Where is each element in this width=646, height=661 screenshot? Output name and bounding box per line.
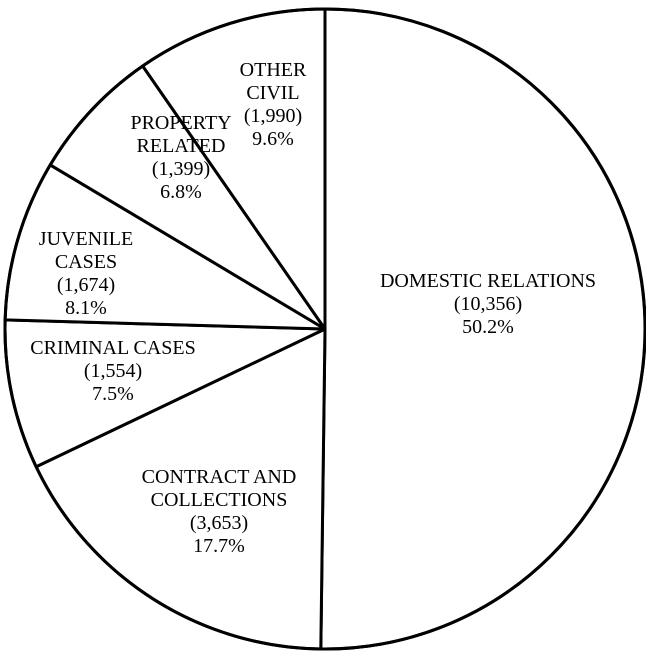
slice-label-line: CASES	[55, 251, 117, 273]
pie-slices	[3, 7, 646, 651]
slice-label-domestic-relations: DOMESTIC RELATIONS (10,356) 50.2%	[380, 270, 596, 338]
slice-label-line: (3,653)	[190, 512, 248, 534]
slice-label-line: PROPERTY	[130, 112, 231, 134]
slice-label-line: RELATED	[137, 135, 226, 157]
slice-label-line: CONTRACT AND	[142, 466, 297, 488]
slice-label-juvenile-cases: JUVENILE CASES (1,674) 8.1%	[39, 228, 133, 319]
slice-label-line: (10,356)	[454, 293, 522, 315]
slice-label-other-civil: OTHER CIVIL (1,990) 9.6%	[240, 59, 307, 150]
slice-label-line: (1,674)	[57, 274, 115, 296]
slice-label-line: (1,554)	[84, 360, 142, 382]
pie-labels: DOMESTIC RELATIONS (10,356) 50.2% CONTRACT …	[30, 59, 596, 557]
slice-label-line: 50.2%	[462, 316, 514, 338]
slice-label-property-related: PROPERTY RELATED (1,399) 6.8%	[130, 112, 231, 203]
slice-label-line: 17.7%	[193, 535, 245, 557]
slice-label-line: 9.6%	[252, 128, 294, 150]
slice-label-criminal-cases: CRIMINAL CASES (1,554) 7.5%	[30, 337, 195, 405]
slice-label-line: 6.8%	[160, 181, 202, 203]
slice-label-line: (1,990)	[244, 105, 302, 127]
slice-label-line: CIVIL	[246, 82, 299, 104]
slice-label-line: COLLECTIONS	[151, 489, 288, 511]
slice-label-line: (1,399)	[152, 158, 210, 180]
slice-label-line: DOMESTIC RELATIONS	[380, 270, 596, 292]
pie-outline	[3, 7, 646, 651]
slice-label-line: 7.5%	[92, 383, 134, 405]
slice-label-line: 8.1%	[65, 297, 107, 319]
slice-label-line: JUVENILE	[39, 228, 133, 250]
slice-label-line: OTHER	[240, 59, 307, 81]
slice-label-contract-and-collections: CONTRACT AND COLLECTIONS (3,653) 17.7%	[142, 466, 297, 557]
slice-label-line: CRIMINAL CASES	[30, 337, 195, 359]
